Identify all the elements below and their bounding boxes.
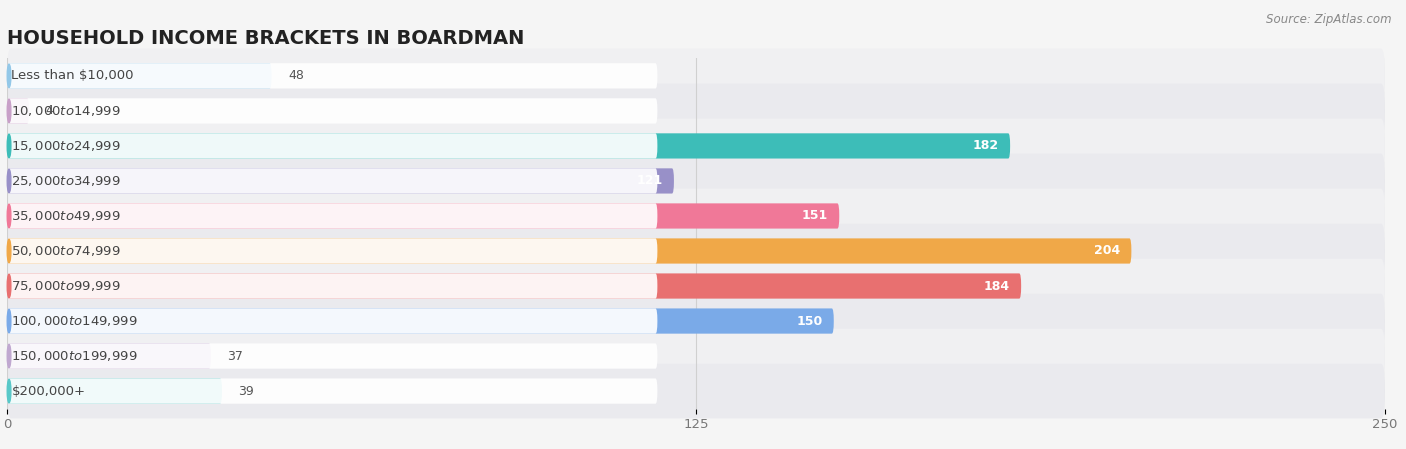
FancyBboxPatch shape (7, 238, 658, 264)
Text: $200,000+: $200,000+ (11, 385, 86, 397)
FancyBboxPatch shape (7, 133, 1010, 158)
FancyBboxPatch shape (7, 203, 658, 229)
FancyBboxPatch shape (7, 84, 1385, 138)
Circle shape (7, 274, 11, 298)
Text: $10,000 to $14,999: $10,000 to $14,999 (11, 104, 121, 118)
FancyBboxPatch shape (7, 308, 658, 334)
FancyBboxPatch shape (7, 224, 1385, 278)
FancyBboxPatch shape (7, 379, 222, 404)
Circle shape (7, 64, 11, 88)
FancyBboxPatch shape (7, 168, 658, 194)
Text: 204: 204 (1094, 245, 1121, 257)
FancyBboxPatch shape (7, 154, 1385, 208)
FancyBboxPatch shape (7, 63, 658, 88)
Text: $150,000 to $199,999: $150,000 to $199,999 (11, 349, 138, 363)
FancyBboxPatch shape (7, 364, 1385, 418)
FancyBboxPatch shape (7, 259, 1385, 313)
Text: 184: 184 (984, 280, 1010, 292)
FancyBboxPatch shape (7, 63, 271, 88)
Text: $35,000 to $49,999: $35,000 to $49,999 (11, 209, 121, 223)
Circle shape (7, 309, 11, 333)
FancyBboxPatch shape (7, 189, 1385, 243)
FancyBboxPatch shape (7, 343, 211, 369)
Text: 48: 48 (288, 70, 304, 82)
FancyBboxPatch shape (7, 308, 834, 334)
FancyBboxPatch shape (7, 238, 1132, 264)
Circle shape (7, 169, 11, 193)
Text: 182: 182 (973, 140, 1000, 152)
FancyBboxPatch shape (7, 273, 658, 299)
FancyBboxPatch shape (7, 273, 1021, 299)
FancyBboxPatch shape (7, 379, 658, 404)
Circle shape (7, 204, 11, 228)
Text: 151: 151 (801, 210, 828, 222)
FancyBboxPatch shape (7, 294, 1385, 348)
Text: 4: 4 (45, 105, 53, 117)
Text: 150: 150 (796, 315, 823, 327)
FancyBboxPatch shape (7, 168, 673, 194)
FancyBboxPatch shape (7, 133, 658, 158)
FancyBboxPatch shape (7, 98, 30, 123)
Circle shape (7, 344, 11, 368)
Text: $100,000 to $149,999: $100,000 to $149,999 (11, 314, 138, 328)
Circle shape (7, 239, 11, 263)
Text: 121: 121 (637, 175, 662, 187)
Text: $50,000 to $74,999: $50,000 to $74,999 (11, 244, 121, 258)
FancyBboxPatch shape (7, 119, 1385, 173)
Text: HOUSEHOLD INCOME BRACKETS IN BOARDMAN: HOUSEHOLD INCOME BRACKETS IN BOARDMAN (7, 30, 524, 48)
FancyBboxPatch shape (7, 329, 1385, 383)
Text: $75,000 to $99,999: $75,000 to $99,999 (11, 279, 121, 293)
Circle shape (7, 379, 11, 403)
FancyBboxPatch shape (7, 343, 658, 369)
Text: $25,000 to $34,999: $25,000 to $34,999 (11, 174, 121, 188)
Text: Less than $10,000: Less than $10,000 (11, 70, 134, 82)
Circle shape (7, 134, 11, 158)
Circle shape (7, 99, 11, 123)
FancyBboxPatch shape (7, 48, 1385, 103)
Text: $15,000 to $24,999: $15,000 to $24,999 (11, 139, 121, 153)
FancyBboxPatch shape (7, 98, 658, 123)
Text: 37: 37 (228, 350, 243, 362)
Text: 39: 39 (239, 385, 254, 397)
Text: Source: ZipAtlas.com: Source: ZipAtlas.com (1267, 13, 1392, 26)
FancyBboxPatch shape (7, 203, 839, 229)
